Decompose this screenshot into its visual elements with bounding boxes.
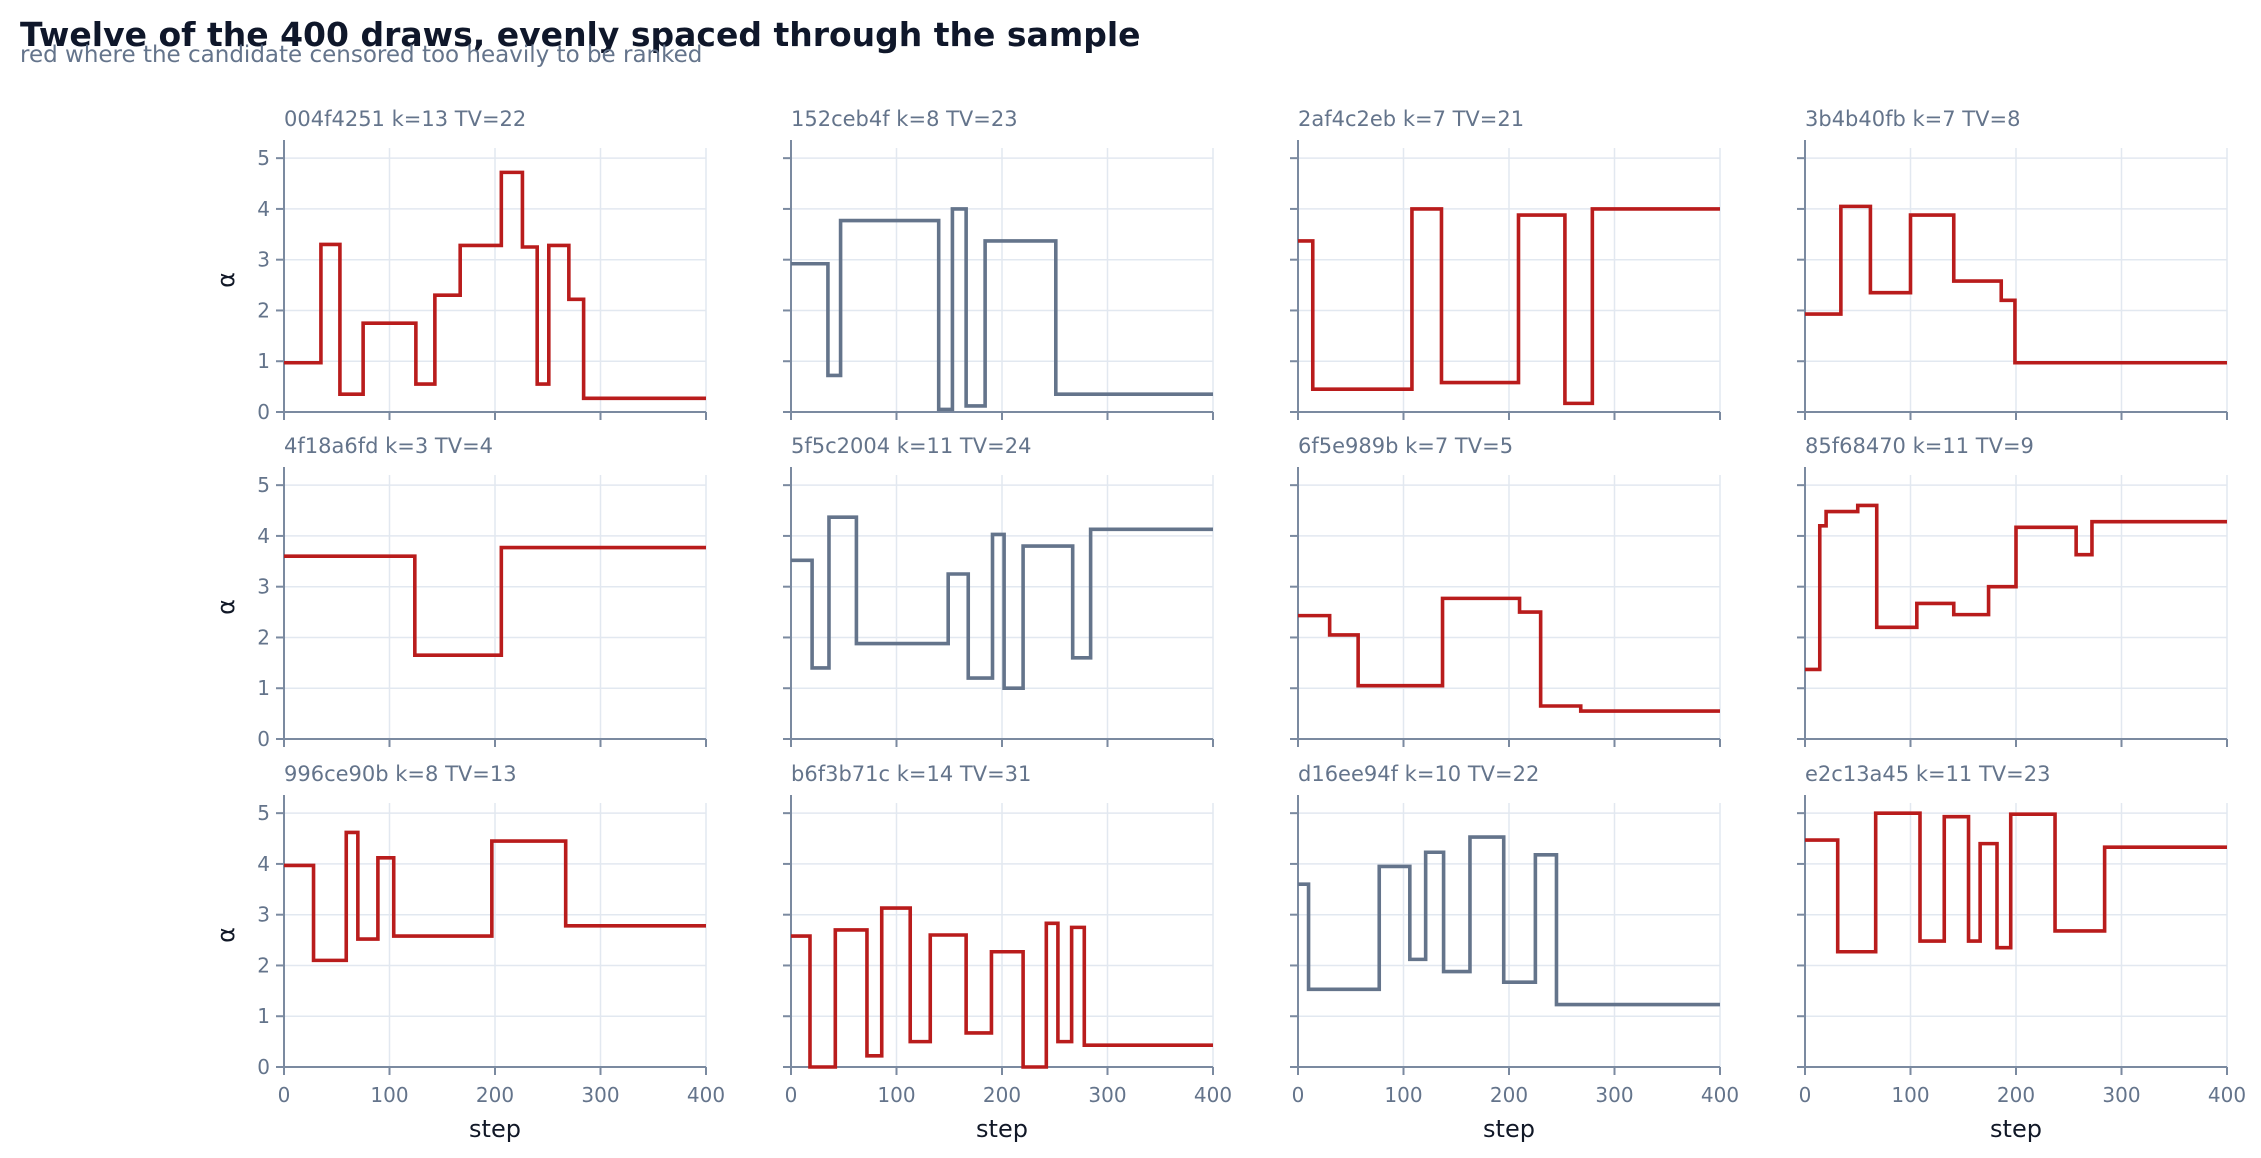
y-tick-label: 3 bbox=[257, 575, 270, 599]
panel: 2af4c2eb k=7 TV=21 bbox=[1290, 107, 1721, 420]
small-multiples-grid: 0 1 2 3 4 5 α 004f4251 k=13 TV=22 152ceb4f k=8 T… bbox=[212, 107, 2246, 1143]
x-tick-label: 200 bbox=[1490, 1083, 1528, 1107]
series-line-ranked bbox=[791, 207, 1213, 412]
y-axis-label: α bbox=[212, 599, 240, 615]
series-line-flagged bbox=[284, 170, 706, 401]
y-tick-label: 4 bbox=[257, 524, 270, 548]
y-axis-label: α bbox=[212, 272, 240, 288]
y-tick-label: 1 bbox=[257, 676, 270, 700]
chart-subtitle: red where the candidate censored too hea… bbox=[20, 42, 702, 68]
panel-title: 6f5e989b k=7 TV=5 bbox=[1298, 434, 1513, 458]
series-line-ranked bbox=[1298, 835, 1720, 1007]
panel: 0 100 200 300 400 0 1 2 3 4 5 α step 996ce90b k=8 TV=… bbox=[212, 762, 725, 1143]
panel: 0 100 200 300 400 step d16ee94f k=10 TV=22 bbox=[1290, 762, 1739, 1143]
x-tick-label: 400 bbox=[687, 1083, 725, 1107]
x-tick-label: 0 bbox=[278, 1083, 291, 1107]
x-axis-label: step bbox=[1483, 1115, 1535, 1143]
series-line-flagged bbox=[1298, 596, 1720, 713]
x-axis-label: step bbox=[1990, 1115, 2042, 1143]
x-tick-label: 200 bbox=[476, 1083, 514, 1107]
panel: 3b4b40fb k=7 TV=8 bbox=[1797, 107, 2228, 420]
panel-title: 5f5c2004 k=11 TV=24 bbox=[791, 434, 1031, 458]
panel-title: 4f18a6fd k=3 TV=4 bbox=[284, 434, 493, 458]
y-tick-label: 0 bbox=[257, 1055, 270, 1079]
y-tick-label: 1 bbox=[257, 349, 270, 373]
panel-title: d16ee94f k=10 TV=22 bbox=[1298, 762, 1539, 786]
series-line-flagged bbox=[284, 545, 706, 658]
panel: 0 1 2 3 4 5 α 4f18a6fd k=3 TV=4 bbox=[212, 434, 707, 751]
y-tick-label: 5 bbox=[257, 146, 270, 170]
x-tick-label: 300 bbox=[1595, 1083, 1633, 1107]
panel-title: b6f3b71c k=14 TV=31 bbox=[791, 762, 1031, 786]
y-tick-label: 3 bbox=[257, 903, 270, 927]
panel: 5f5c2004 k=11 TV=24 bbox=[783, 434, 1214, 747]
x-axis-label: step bbox=[469, 1115, 521, 1143]
series-line-flagged bbox=[791, 906, 1213, 1069]
panel-title: e2c13a45 k=11 TV=23 bbox=[1805, 762, 2050, 786]
x-tick-label: 0 bbox=[1292, 1083, 1305, 1107]
y-tick-label: 5 bbox=[257, 801, 270, 825]
panel: 152ceb4f k=8 TV=23 bbox=[783, 107, 1214, 420]
x-tick-label: 400 bbox=[1701, 1083, 1739, 1107]
y-tick-label: 4 bbox=[257, 852, 270, 876]
x-axis-label: step bbox=[976, 1115, 1028, 1143]
x-tick-label: 400 bbox=[1194, 1083, 1232, 1107]
y-axis-label: α bbox=[212, 927, 240, 943]
panel-title: 152ceb4f k=8 TV=23 bbox=[791, 107, 1018, 131]
x-tick-label: 0 bbox=[1799, 1083, 1812, 1107]
y-tick-label: 2 bbox=[257, 953, 270, 977]
series-line-flagged bbox=[1805, 811, 2227, 954]
series-line-ranked bbox=[791, 515, 1213, 691]
series-line-flagged bbox=[1805, 204, 2227, 365]
y-tick-label: 0 bbox=[257, 400, 270, 424]
x-tick-label: 100 bbox=[1891, 1083, 1929, 1107]
x-tick-label: 100 bbox=[877, 1083, 915, 1107]
chart-title: Twelve of the 400 draws, evenly spaced t… bbox=[20, 15, 1141, 54]
panel-title: 3b4b40fb k=7 TV=8 bbox=[1805, 107, 2020, 131]
panel-title: 85f68470 k=11 TV=9 bbox=[1805, 434, 2034, 458]
x-tick-label: 100 bbox=[370, 1083, 408, 1107]
y-tick-label: 3 bbox=[257, 248, 270, 272]
x-tick-label: 100 bbox=[1384, 1083, 1422, 1107]
y-tick-label: 2 bbox=[257, 625, 270, 649]
y-tick-label: 5 bbox=[257, 473, 270, 497]
panel: 0 100 200 300 400 step b6f3b71c k=14 TV=31 bbox=[783, 762, 1232, 1143]
panel: 0 1 2 3 4 5 α 004f4251 k=13 TV=22 bbox=[212, 107, 707, 424]
y-tick-label: 4 bbox=[257, 197, 270, 221]
series-line-flagged bbox=[284, 830, 706, 963]
panel-title: 004f4251 k=13 TV=22 bbox=[284, 107, 526, 131]
x-tick-label: 300 bbox=[581, 1083, 619, 1107]
panel-title: 996ce90b k=8 TV=13 bbox=[284, 762, 517, 786]
y-tick-label: 0 bbox=[257, 727, 270, 751]
panel: 0 100 200 300 400 step e2c13a45 k=11 TV=23 bbox=[1797, 762, 2246, 1143]
x-tick-label: 200 bbox=[1997, 1083, 2035, 1107]
y-tick-label: 1 bbox=[257, 1004, 270, 1028]
panel: 6f5e989b k=7 TV=5 bbox=[1290, 434, 1721, 747]
panel: 85f68470 k=11 TV=9 bbox=[1797, 434, 2228, 747]
series-line-flagged bbox=[1298, 207, 1720, 406]
x-tick-label: 300 bbox=[1088, 1083, 1126, 1107]
x-tick-label: 300 bbox=[2102, 1083, 2140, 1107]
x-tick-label: 400 bbox=[2208, 1083, 2246, 1107]
series-line-flagged bbox=[1805, 503, 2227, 672]
x-tick-label: 200 bbox=[983, 1083, 1021, 1107]
panel-title: 2af4c2eb k=7 TV=21 bbox=[1298, 107, 1524, 131]
y-tick-label: 2 bbox=[257, 298, 270, 322]
x-tick-label: 0 bbox=[785, 1083, 798, 1107]
